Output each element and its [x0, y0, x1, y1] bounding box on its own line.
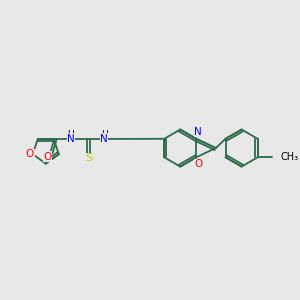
Text: CH₃: CH₃	[280, 152, 298, 162]
Text: H: H	[68, 130, 74, 139]
Text: O: O	[194, 159, 202, 169]
Text: N: N	[194, 127, 202, 137]
Text: H: H	[101, 130, 107, 139]
Text: S: S	[85, 154, 92, 164]
Text: N: N	[100, 134, 108, 144]
Text: N: N	[67, 134, 75, 144]
Text: O: O	[44, 152, 52, 161]
Text: O: O	[26, 149, 34, 159]
